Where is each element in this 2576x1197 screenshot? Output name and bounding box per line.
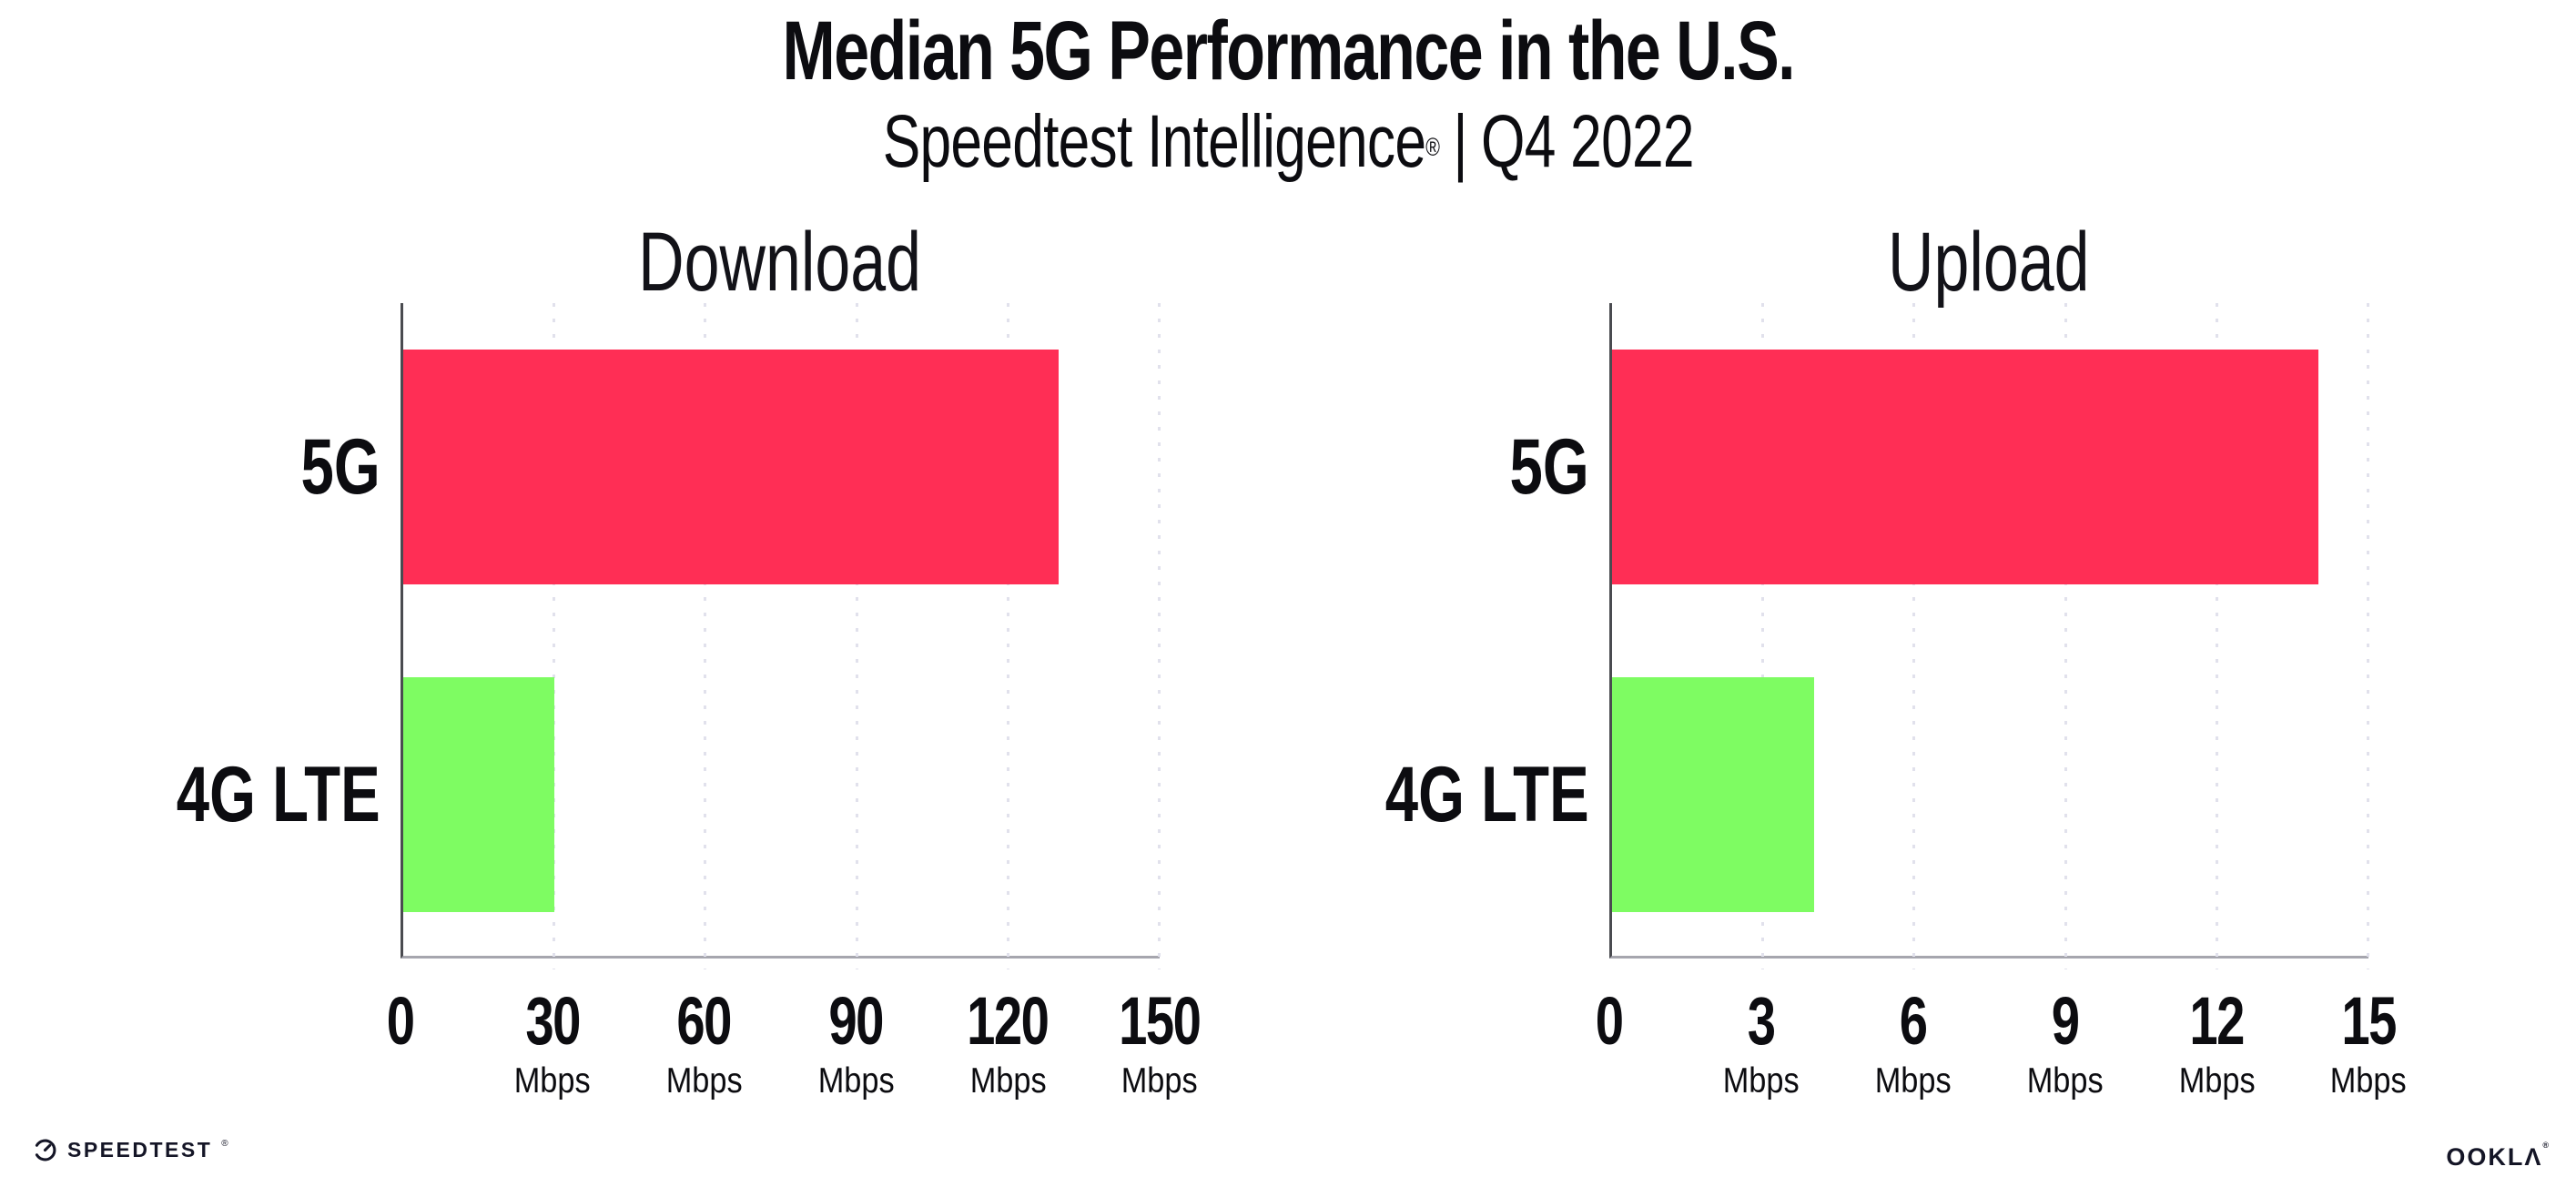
xtick-value-text: 9: [2051, 983, 2080, 1059]
xtick-value-text: 60: [676, 983, 733, 1059]
xtick-unit-text: Mbps: [2330, 1061, 2407, 1101]
xtick-unit: Mbps: [908, 1061, 1108, 1101]
xtick-upload-12: 12 Mbps: [2116, 985, 2317, 1101]
xtick-unit: Mbps: [2116, 1061, 2317, 1101]
ylabel-5g-download: 5G: [89, 428, 380, 506]
bar-4g-lte-download: [403, 677, 555, 912]
ookla-logo: OOKLΛ®: [2446, 1141, 2551, 1172]
xtick-upload-0: 0: [1509, 985, 1709, 1058]
xtick-value-text: 3: [1747, 983, 1776, 1059]
xtick-value-text: 6: [1899, 983, 1928, 1059]
xtick-unit: Mbps: [1813, 1061, 2013, 1101]
xtick-upload-3: 3 Mbps: [1661, 985, 1861, 1101]
ylabel-text: 5G: [300, 423, 380, 511]
gridline-upload-9: [2064, 303, 2067, 969]
gridline-upload-6: [1912, 303, 1916, 969]
xtick-unit-text: Mbps: [2026, 1061, 2104, 1101]
gridline-upload-15: [2367, 303, 2369, 969]
xtick-download-150: 150 Mbps: [1060, 985, 1260, 1101]
plot-area-upload: [1609, 303, 2369, 969]
gridline-download-60: [704, 303, 707, 969]
xtick-download-120: 120 Mbps: [908, 985, 1108, 1101]
xtick-value-text: 12: [2189, 983, 2245, 1059]
xtick-value-text: 30: [525, 983, 581, 1059]
ookla-logo-text: OOKLΛ: [2446, 1143, 2543, 1171]
subtitle-separator: |: [1453, 100, 1467, 183]
xtick-download-30: 30 Mbps: [452, 985, 653, 1101]
bar-4g-lte-upload: [1612, 677, 1814, 912]
ookla-registered-icon: ®: [2542, 1141, 2551, 1150]
xtick-value-text: 15: [2341, 983, 2397, 1059]
xtick-value-text: 120: [967, 983, 1050, 1059]
xtick-unit: Mbps: [1964, 1061, 2165, 1101]
subplot-title-download: Download: [401, 217, 1160, 308]
ylabel-text: 4G LTE: [177, 751, 380, 838]
xtick-value-text: 150: [1119, 983, 1202, 1059]
ylabel-4g-lte-upload: 4G LTE: [1298, 756, 1589, 834]
gridline-download-120: [1006, 303, 1009, 969]
xtick-value: 15: [2268, 985, 2469, 1058]
xtick-unit-text: Mbps: [665, 1061, 743, 1101]
xtick-value: 0: [1509, 985, 1709, 1058]
xtick-value-text: 0: [1596, 983, 1624, 1059]
page-subtitle: Speedtest Intelligence® | Q4 2022: [0, 98, 2576, 186]
xtick-upload-15: 15 Mbps: [2268, 985, 2469, 1101]
speedtest-registered-icon: ®: [221, 1139, 228, 1149]
xtick-download-0: 0: [300, 985, 501, 1058]
speedtest-logo-text: SPEEDTEST: [67, 1138, 213, 1161]
xtick-value: 120: [908, 985, 1108, 1058]
xtick-unit: Mbps: [1060, 1061, 1260, 1101]
xtick-value-text: 0: [387, 983, 415, 1059]
xtick-unit: Mbps: [756, 1061, 956, 1101]
page-title-text: Median 5G Performance in the U.S.: [782, 5, 1795, 97]
xtick-download-60: 60 Mbps: [604, 985, 805, 1101]
gridline-download-150: [1158, 303, 1161, 969]
gridline-download-90: [855, 303, 858, 969]
plot-area-download: [401, 303, 1161, 969]
xtick-value: 3: [1661, 985, 1861, 1058]
ylabel-4g-lte-download: 4G LTE: [89, 756, 380, 834]
xtick-upload-6: 6 Mbps: [1813, 985, 2013, 1101]
xtick-unit-text: Mbps: [513, 1061, 591, 1101]
gridline-upload-12: [2215, 303, 2218, 969]
xtick-download-90: 90 Mbps: [756, 985, 956, 1101]
gridline-download-30: [553, 303, 556, 969]
xtick-unit-text: Mbps: [1874, 1061, 1952, 1101]
registered-trademark-icon: ®: [1425, 133, 1440, 161]
page-title: Median 5G Performance in the U.S.: [0, 5, 2576, 96]
bar-5g-upload: [1612, 350, 2318, 584]
subtitle-period: Q4 2022: [1480, 100, 1695, 183]
gridline-upload-3: [1761, 303, 1765, 969]
speedtest-logo: SPEEDTEST ®: [33, 1138, 229, 1162]
xtick-value: 12: [2116, 985, 2317, 1058]
xtick-value: 90: [756, 985, 956, 1058]
xtick-unit-text: Mbps: [969, 1061, 1047, 1101]
subplot-title-text-download: Download: [638, 216, 922, 309]
xtick-unit: Mbps: [1661, 1061, 1861, 1101]
ylabel-text: 4G LTE: [1385, 751, 1589, 838]
xtick-upload-9: 9 Mbps: [1964, 985, 2165, 1101]
xtick-value: 6: [1813, 985, 2013, 1058]
page-subtitle-text: Speedtest Intelligence® | Q4 2022: [882, 98, 1695, 186]
subtitle-brand: Speedtest Intelligence: [882, 100, 1426, 183]
subplot-title-text-upload: Upload: [1888, 216, 2090, 309]
xtick-unit: Mbps: [604, 1061, 805, 1101]
subplot-title-upload: Upload: [1609, 217, 2368, 308]
xtick-unit-text: Mbps: [1121, 1061, 1198, 1101]
xtick-value: 30: [452, 985, 653, 1058]
xtick-value: 60: [604, 985, 805, 1058]
bar-5g-download: [403, 350, 1060, 584]
ylabel-5g-upload: 5G: [1298, 428, 1589, 506]
xtick-unit: Mbps: [2268, 1061, 2469, 1101]
xtick-value: 9: [1964, 985, 2165, 1058]
xtick-unit-text: Mbps: [817, 1061, 895, 1101]
xtick-value-text: 90: [828, 983, 885, 1059]
xtick-value: 0: [300, 985, 501, 1058]
xtick-value: 150: [1060, 985, 1260, 1058]
xtick-unit-text: Mbps: [1722, 1061, 1800, 1101]
ylabel-text: 5G: [1509, 423, 1589, 511]
xtick-unit-text: Mbps: [2178, 1061, 2256, 1101]
xtick-unit: Mbps: [452, 1061, 653, 1101]
speedtest-gauge-icon: [35, 1139, 56, 1161]
